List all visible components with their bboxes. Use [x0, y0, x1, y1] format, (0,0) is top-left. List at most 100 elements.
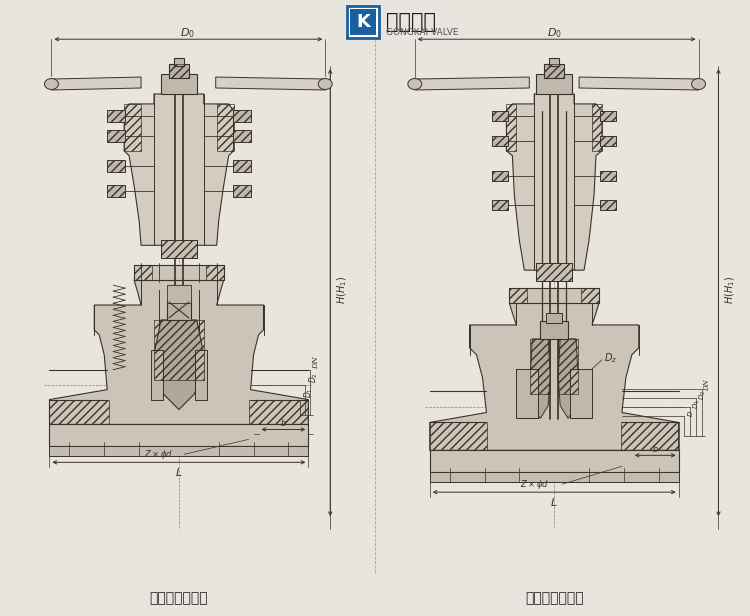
Bar	[600, 200, 616, 211]
Bar	[107, 185, 125, 197]
Bar	[107, 110, 125, 122]
Polygon shape	[415, 77, 530, 90]
Text: $D_0$: $D_0$	[547, 26, 562, 40]
Bar	[167, 300, 190, 320]
Text: $L$: $L$	[550, 496, 558, 508]
Polygon shape	[154, 320, 204, 410]
Bar	[544, 64, 564, 78]
Polygon shape	[430, 303, 679, 450]
Polygon shape	[579, 77, 698, 90]
Bar	[493, 136, 508, 146]
Bar	[600, 171, 616, 180]
Text: $b$: $b$	[280, 417, 287, 428]
Bar	[600, 136, 616, 146]
Ellipse shape	[692, 78, 706, 89]
Bar	[570, 369, 592, 418]
Bar	[161, 74, 196, 94]
Bar	[167, 285, 190, 303]
Bar	[570, 369, 592, 418]
Bar	[600, 111, 616, 121]
Bar	[232, 110, 250, 122]
Bar	[50, 424, 308, 447]
Bar	[107, 110, 125, 122]
Text: $D_z$: $D_z$	[604, 351, 617, 365]
Bar	[50, 447, 308, 456]
Text: $L$: $L$	[175, 466, 183, 478]
Bar	[592, 104, 602, 151]
Bar	[206, 265, 224, 280]
Bar	[558, 339, 578, 394]
Bar	[546, 313, 562, 323]
Text: K: K	[356, 14, 370, 31]
Bar	[509, 288, 527, 303]
Bar	[600, 136, 616, 146]
Bar	[516, 369, 538, 418]
Text: 双闸板楔式闸阀: 双闸板楔式闸阀	[525, 592, 584, 606]
Text: $D_2$: $D_2$	[308, 372, 320, 383]
Bar	[493, 136, 508, 146]
Bar	[540, 321, 568, 339]
Bar	[174, 58, 184, 66]
FancyBboxPatch shape	[347, 6, 379, 38]
Bar	[581, 288, 599, 303]
Bar	[621, 423, 679, 450]
Bar	[506, 104, 516, 151]
Bar	[232, 185, 250, 197]
Text: 工开阀门: 工开阀门	[386, 12, 436, 32]
Bar	[232, 160, 250, 172]
Bar	[493, 200, 508, 211]
Bar	[107, 160, 125, 172]
Bar	[600, 200, 616, 211]
Polygon shape	[52, 77, 141, 90]
Bar	[134, 265, 152, 280]
Polygon shape	[216, 77, 326, 90]
Bar	[50, 400, 110, 424]
Polygon shape	[558, 339, 578, 418]
Bar	[195, 350, 207, 400]
Bar	[151, 350, 163, 400]
Text: $H(H_1)$: $H(H_1)$	[335, 276, 349, 304]
Polygon shape	[124, 94, 234, 245]
Polygon shape	[50, 280, 308, 424]
Ellipse shape	[318, 78, 332, 89]
Bar	[107, 130, 125, 142]
Bar	[509, 288, 599, 303]
Bar	[124, 104, 141, 151]
Polygon shape	[506, 94, 602, 270]
Text: 单闸板楔式闸阀: 单闸板楔式闸阀	[149, 592, 208, 606]
Text: $D$: $D$	[686, 410, 694, 417]
Bar	[544, 64, 564, 78]
Text: $D_0$: $D_0$	[181, 26, 195, 40]
Text: $D_1$: $D_1$	[302, 387, 315, 398]
Text: $D_2$: $D_2$	[698, 389, 708, 400]
Bar	[232, 185, 250, 197]
Text: DN: DN	[704, 379, 712, 391]
Bar	[161, 240, 196, 258]
Bar	[154, 320, 204, 379]
Bar	[232, 110, 250, 122]
Text: $H(H_1)$: $H(H_1)$	[724, 276, 737, 304]
Bar	[232, 130, 250, 142]
Bar	[530, 339, 550, 394]
Bar	[134, 265, 224, 280]
Bar	[516, 369, 538, 418]
Bar	[169, 64, 189, 78]
Bar	[107, 185, 125, 197]
Bar	[493, 171, 508, 180]
Bar	[600, 111, 616, 121]
Ellipse shape	[44, 78, 58, 89]
Bar	[161, 240, 196, 258]
Bar	[600, 171, 616, 180]
Text: GONGKAI VALVE: GONGKAI VALVE	[386, 28, 458, 37]
Bar	[493, 111, 508, 121]
Bar	[430, 450, 679, 472]
Text: $Z\times\phi d$: $Z\times\phi d$	[520, 477, 549, 491]
Bar	[493, 111, 508, 121]
Ellipse shape	[408, 78, 422, 89]
Bar	[107, 160, 125, 172]
Text: $Z\times\phi d$: $Z\times\phi d$	[145, 448, 173, 461]
Bar	[493, 200, 508, 211]
Text: $b$: $b$	[652, 443, 659, 454]
Bar	[536, 74, 572, 94]
Bar	[169, 64, 189, 78]
